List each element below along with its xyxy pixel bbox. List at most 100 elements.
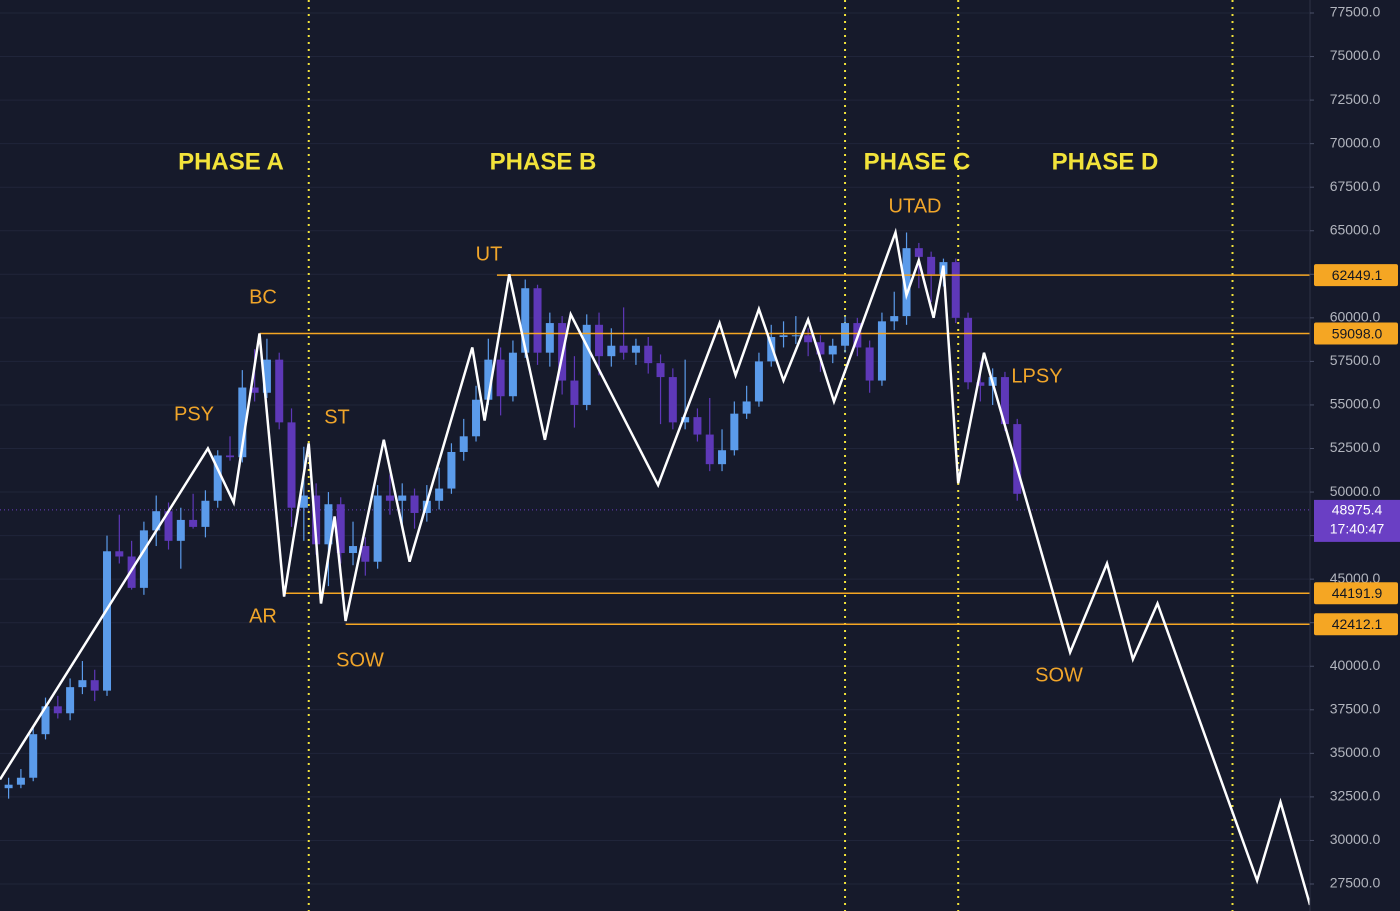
candle-body [693, 417, 702, 435]
candle-body [484, 359, 493, 400]
candle-body [668, 377, 677, 423]
candle-body [754, 361, 763, 402]
level-tag-label: 42412.1 [1332, 616, 1383, 632]
candle-body [841, 323, 850, 346]
candle-body [570, 380, 579, 405]
candle-body [496, 359, 505, 397]
candle-body [275, 359, 284, 423]
level-tag [1314, 322, 1398, 345]
level-tag-label: 59098.0 [1332, 325, 1383, 341]
candle-body [951, 262, 960, 318]
candle-body [1013, 424, 1022, 494]
candle-body [213, 455, 222, 501]
phase-label: PHASE D [1052, 148, 1159, 175]
y-tick-label: 37500.0 [1330, 701, 1381, 717]
candle-body [718, 450, 727, 465]
candle-body [828, 345, 837, 355]
candle-body [16, 777, 25, 785]
price-axis-panel [1310, 0, 1400, 911]
candle-body [78, 680, 87, 688]
candle-body [545, 323, 554, 353]
y-tick-label: 57500.0 [1330, 352, 1381, 368]
candle-body [398, 495, 407, 501]
candle-body [189, 519, 198, 527]
candle-body [964, 317, 973, 383]
annotation-label: PSY [174, 403, 214, 425]
candle-body [730, 413, 739, 451]
candle-body [656, 363, 665, 378]
candle-body [53, 706, 62, 714]
candle-body [447, 451, 456, 489]
candle-body [299, 495, 308, 508]
candle-body [681, 417, 690, 423]
last-price-label: 48975.4 [1332, 502, 1383, 518]
candle-body [619, 345, 628, 353]
candle-body [779, 335, 788, 338]
y-tick-label: 60000.0 [1330, 309, 1381, 325]
candle-body [607, 345, 616, 357]
candle-body [914, 248, 923, 257]
candle-body [927, 256, 936, 275]
y-tick-label: 52500.0 [1330, 439, 1381, 455]
candle-body [816, 342, 825, 355]
y-tick-label: 55000.0 [1330, 396, 1381, 412]
candle-body [865, 347, 874, 381]
candle-body [385, 495, 394, 501]
y-tick-label: 32500.0 [1330, 788, 1381, 804]
candle-body [631, 345, 640, 353]
candle-body [508, 352, 517, 397]
phase-label: PHASE A [178, 148, 284, 175]
candle-body [4, 784, 13, 789]
y-tick-label: 45000.0 [1330, 570, 1381, 586]
candle-body [201, 500, 210, 527]
candle-body [1000, 377, 1009, 425]
y-tick-label: 70000.0 [1330, 134, 1381, 150]
annotation-label: LPSY [1011, 365, 1062, 387]
y-tick-label: 40000.0 [1330, 657, 1381, 673]
y-tick-label: 75000.0 [1330, 47, 1381, 63]
candle-body [152, 511, 161, 531]
candle-body [582, 324, 591, 405]
candle-body [164, 511, 173, 541]
candle-body [742, 401, 751, 414]
candle-body [324, 504, 333, 545]
candle-body [103, 551, 112, 691]
candle-body [890, 316, 899, 322]
annotation-label: UT [476, 243, 503, 265]
candle-body [644, 345, 653, 364]
candle-body [595, 324, 604, 357]
countdown-label: 17:40:47 [1330, 521, 1385, 537]
candle-body [410, 495, 419, 513]
level-tag [1314, 582, 1398, 605]
candle-body [90, 680, 99, 691]
level-tag-label: 44191.9 [1332, 585, 1383, 601]
candle-body [287, 422, 296, 508]
y-tick-label: 67500.0 [1330, 178, 1381, 194]
candle-body [804, 335, 813, 343]
candle-body [472, 399, 481, 437]
annotation-label: AR [249, 605, 277, 627]
y-tick-label: 77500.0 [1330, 4, 1381, 20]
candle-body [705, 434, 714, 465]
candle-body [226, 455, 235, 458]
candle-body [262, 359, 271, 393]
last-price-tag [1314, 499, 1400, 542]
candle-body [250, 387, 259, 393]
y-tick-label: 72500.0 [1330, 91, 1381, 107]
candle-body [435, 488, 444, 501]
candle-body [902, 248, 911, 317]
candle-body [459, 436, 468, 452]
candle-body [66, 687, 75, 714]
candle-body [976, 382, 985, 386]
y-tick-label: 35000.0 [1330, 744, 1381, 760]
candle-body [791, 335, 800, 337]
candle-body [176, 519, 185, 541]
phase-label: PHASE C [864, 148, 971, 175]
candle-body [238, 387, 247, 458]
y-tick-label: 30000.0 [1330, 831, 1381, 847]
y-tick-label: 65000.0 [1330, 221, 1381, 237]
annotation-label: ST [324, 406, 350, 428]
candle-body [115, 551, 124, 557]
annotation-label: SOW [1035, 664, 1083, 686]
